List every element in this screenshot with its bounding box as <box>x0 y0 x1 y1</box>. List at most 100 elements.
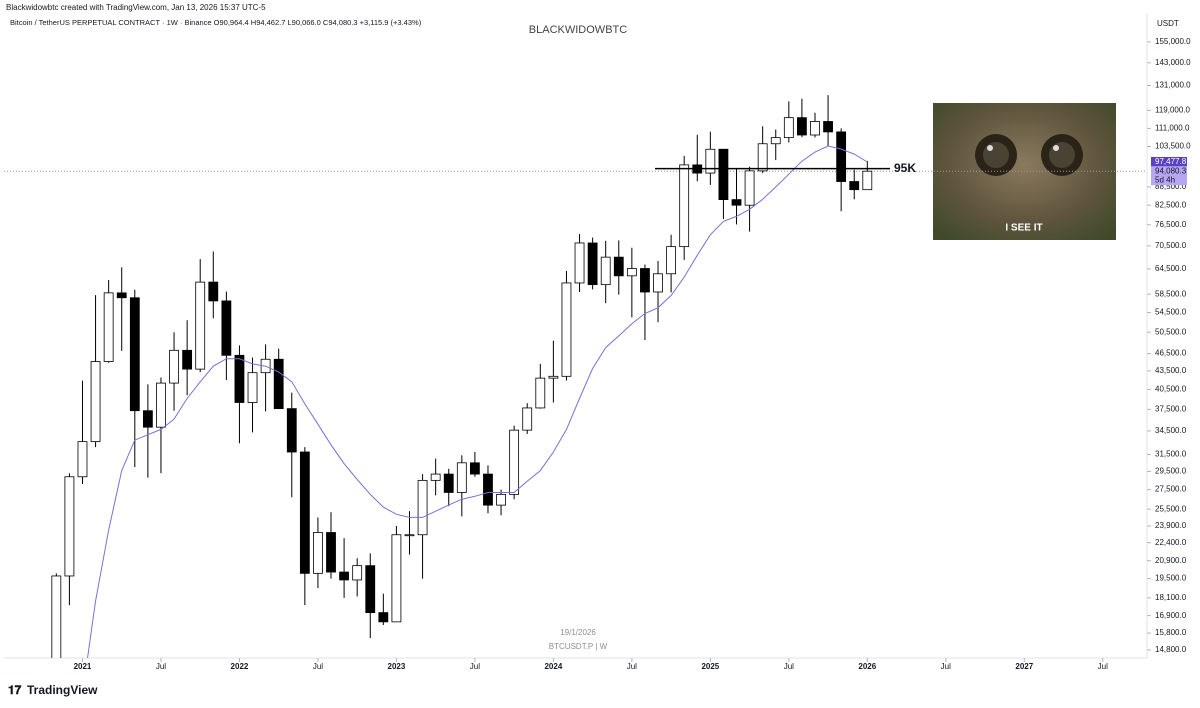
candle-body <box>653 273 663 293</box>
logo-text: TradingView <box>27 683 98 697</box>
last-price-label: 94,080.3 <box>1155 166 1187 175</box>
candle-body <box>509 429 520 495</box>
candle-body <box>810 121 820 136</box>
x-tick-label: 2021 <box>74 662 92 671</box>
y-tick-label: 31,500.0 <box>1155 450 1187 459</box>
watermark-date: 19/1/2026 <box>560 628 596 637</box>
currency: USDT <box>1157 19 1179 28</box>
candle-body <box>587 242 598 286</box>
ma-price-label: 97,477.8 <box>1155 157 1187 166</box>
y-tick-label: 131,000.0 <box>1155 81 1191 90</box>
candle-body <box>443 473 454 493</box>
candle-body <box>103 292 114 362</box>
candle-body <box>496 493 506 506</box>
candle-body <box>378 612 389 623</box>
y-tick-label: 16,900.0 <box>1155 611 1187 620</box>
candle-body <box>365 565 376 614</box>
candle-body <box>483 473 493 506</box>
y-tick-label: 40,500.0 <box>1155 385 1187 394</box>
candle-body <box>430 473 441 481</box>
candle-body <box>64 476 75 577</box>
last-price-box <box>1151 166 1187 186</box>
footer-logo: 𝟏𝟕 TradingView <box>8 683 98 697</box>
candle-body <box>417 479 428 536</box>
candle-body <box>862 170 873 191</box>
y-tick-label: 50,500.0 <box>1155 327 1187 336</box>
y-tick-label: 27,500.0 <box>1155 485 1187 494</box>
x-tick-label: Jul <box>156 662 166 671</box>
x-tick-label: Jul <box>313 662 323 671</box>
ma-price-box <box>1151 157 1187 168</box>
x-tick-label: 2026 <box>858 662 876 671</box>
y-tick-label: 76,500.0 <box>1155 220 1187 229</box>
y-tick-label: 155,000.0 <box>1155 37 1191 46</box>
countdown-label: 5d 4h <box>1155 175 1175 184</box>
moving-average <box>87 145 868 658</box>
candle-body <box>744 170 755 206</box>
x-tick-label: Jul <box>941 662 951 671</box>
x-tick-label: 2022 <box>231 662 249 671</box>
watermark-symbol: BTCUSDT.P | W <box>549 642 608 651</box>
image-caption: I SEE IT <box>1005 223 1042 234</box>
candle-body <box>299 451 310 574</box>
candle-body <box>522 407 533 431</box>
x-tick-label: 2024 <box>544 662 562 671</box>
y-tick-label: 19,500.0 <box>1155 574 1187 583</box>
y-tick-label: 14,800.0 <box>1155 645 1187 654</box>
x-tick-label: Jul <box>784 662 794 671</box>
x-tick-label: Jul <box>470 662 480 671</box>
legend: Bitcoin / TetherUS PERPETUAL CONTRACT · … <box>10 18 422 27</box>
y-tick-label: 15,800.0 <box>1155 628 1187 637</box>
candle-body <box>626 268 637 277</box>
candle-body <box>339 571 349 581</box>
candle-body <box>221 300 232 356</box>
y-tick-label: 143,000.0 <box>1155 58 1191 67</box>
candle-body <box>613 256 624 277</box>
candle-body <box>679 164 690 248</box>
candle-body <box>313 532 323 574</box>
candle-body <box>352 565 363 581</box>
candle-body <box>273 358 284 410</box>
y-tick-label: 103,500.0 <box>1155 142 1191 151</box>
y-tick-label: 54,500.0 <box>1155 308 1187 317</box>
y-tick-label: 70,500.0 <box>1155 241 1187 250</box>
y-tick-label: 34,500.0 <box>1155 426 1187 435</box>
eye-glint <box>987 145 993 151</box>
plot-area <box>4 95 1147 658</box>
y-tick-label: 37,500.0 <box>1155 404 1187 413</box>
y-tick-label: 46,500.0 <box>1155 349 1187 358</box>
candle-body <box>757 143 768 172</box>
candle-body <box>208 281 219 302</box>
candle-body <box>666 246 677 275</box>
x-tick-label: 2027 <box>1015 662 1033 671</box>
candle-body <box>849 181 860 191</box>
candle-body <box>182 349 193 370</box>
y-tick-label: 18,100.0 <box>1155 593 1187 602</box>
candle-body <box>404 534 415 537</box>
candle-body <box>574 242 585 284</box>
y-tick-label: 20,900.0 <box>1155 556 1187 565</box>
y-tick-label: 88,500.0 <box>1155 182 1187 191</box>
candle-body <box>548 375 559 379</box>
candle-body <box>718 148 729 201</box>
eye-glint <box>1053 145 1059 151</box>
candle-body <box>797 117 807 136</box>
candle-body <box>90 361 101 443</box>
candle-body <box>640 268 650 293</box>
candle-body <box>51 575 62 658</box>
candle-body <box>823 121 833 133</box>
candle-body <box>783 117 794 139</box>
y-tick-label: 119,000.0 <box>1155 105 1191 114</box>
candle-body <box>169 349 179 384</box>
y-tick-label: 43,500.0 <box>1155 366 1187 375</box>
candle-body <box>561 282 572 377</box>
candle-body <box>142 410 153 428</box>
candle-body <box>116 292 127 299</box>
y-tick-label: 64,500.0 <box>1155 264 1187 273</box>
candle-body <box>836 131 847 182</box>
candle-body <box>77 441 88 478</box>
candle-body <box>535 377 546 409</box>
candle-body <box>705 148 716 174</box>
pupil <box>983 142 1009 168</box>
